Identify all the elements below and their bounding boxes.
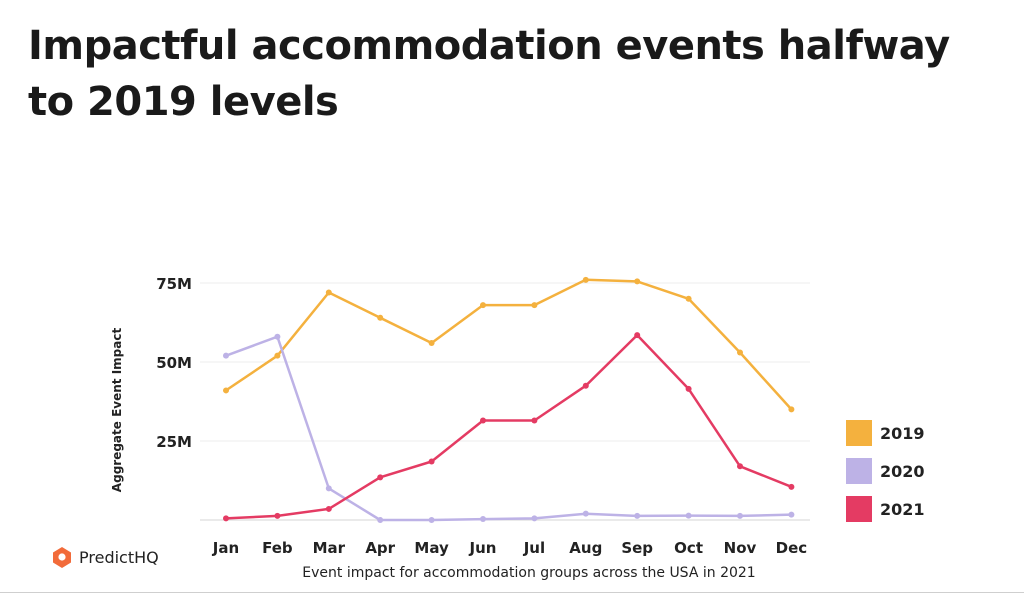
data-point [788,511,795,518]
x-tick-label: Aug [569,539,602,557]
legend-item: 2021 [846,496,925,522]
series-2020 [223,333,795,523]
data-point [480,302,486,309]
series-line [225,278,793,411]
data-point [325,505,332,512]
data-point [223,352,229,359]
data-point [480,516,486,523]
data-point [634,332,641,339]
legend-item: 2020 [846,458,925,484]
series-2019 [223,276,795,413]
brand-logo: PredictHQ [53,547,159,568]
data-point [377,474,384,481]
data-point [582,382,589,389]
x-tick-label: Mar [313,539,346,557]
data-point [737,349,743,356]
data-point [480,417,486,424]
x-tick-label: Nov [724,539,757,557]
x-tick-label: Jan [212,539,239,557]
data-point [582,276,589,283]
x-tick-label: Apr [365,539,395,557]
brand-name: PredictHQ [79,548,159,567]
x-tick-label: May [414,539,449,557]
x-tick-label: Sep [621,539,653,557]
legend-swatch [846,496,872,522]
data-point [531,417,538,424]
page-title: Impactful accommodation events halfway t… [28,23,950,125]
data-point [428,340,435,347]
data-point [531,302,538,309]
divider [0,592,1024,593]
data-point [377,314,384,321]
data-point [223,515,229,522]
legend: 2019 2020 2021 [846,420,925,522]
data-point [685,512,692,519]
series-lines [223,276,795,523]
gridlines [200,282,810,521]
y-tick-label: 75M [156,275,192,293]
data-point [223,387,229,394]
x-tick-label: Oct [674,539,703,557]
legend-label: 2019 [880,424,925,443]
x-axis-label: Event impact for accommodation groups ac… [302,565,755,581]
data-point [737,463,743,470]
y-axis-label: Aggregate Event Impact [110,328,124,493]
data-point [634,278,641,285]
x-axis-ticks: Jan Feb Mar Apr May Jun Jul Aug Sep Oct Nov Dec [212,539,807,557]
data-point [377,517,384,523]
data-point [531,515,538,522]
data-point [325,485,332,492]
y-tick-label: 25M [156,433,192,451]
x-tick-label: Dec [776,539,808,557]
x-tick-label: Jul [523,539,545,557]
data-point [274,333,281,340]
data-point [428,458,435,465]
legend-swatch [846,458,872,484]
data-point [685,295,692,302]
series-line [225,335,792,522]
series-line [225,333,792,520]
x-tick-label: Jun [469,539,497,557]
data-point [325,289,332,296]
y-tick-label: 50M [156,354,192,372]
data-point [428,517,435,523]
data-point [788,483,795,490]
data-point [788,406,795,413]
legend-label: 2021 [880,500,925,519]
legend-label: 2020 [880,462,925,481]
logo-inner-mark [58,553,66,561]
x-tick-label: Feb [262,539,293,557]
data-point [582,510,589,517]
data-point [685,385,692,392]
y-axis-ticks: 25M 50M 75M [156,275,192,451]
data-point [634,512,641,519]
legend-swatch [846,420,872,446]
data-point [274,352,281,359]
legend-item: 2019 [846,420,925,446]
data-point [737,512,743,519]
series-2021 [223,332,795,522]
data-point [274,512,281,519]
